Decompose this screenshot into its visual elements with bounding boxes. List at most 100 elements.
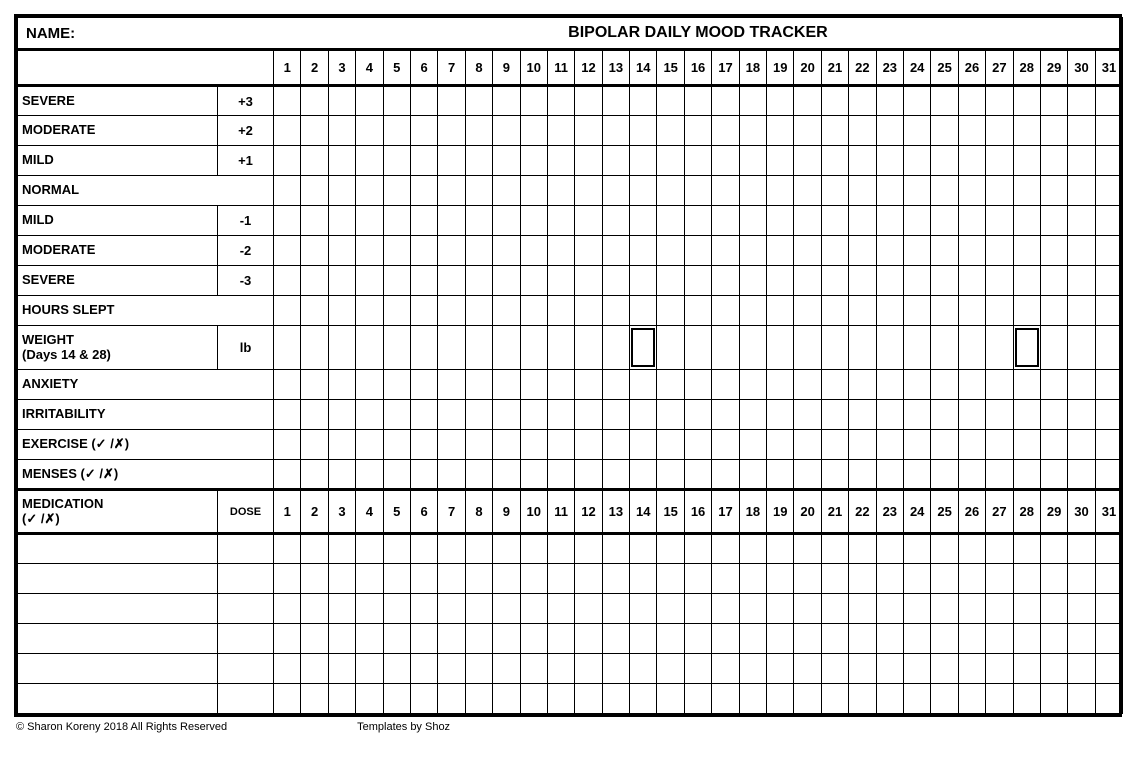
- medication-day-cell[interactable]: [1040, 654, 1067, 684]
- tracking-cell[interactable]: [547, 460, 574, 490]
- medication-dose-cell[interactable]: [218, 594, 274, 624]
- tracking-cell[interactable]: [876, 400, 903, 430]
- medication-day-cell[interactable]: [904, 624, 931, 654]
- tracking-cell[interactable]: [301, 400, 328, 430]
- tracking-cell[interactable]: [328, 296, 355, 326]
- medication-day-cell[interactable]: [520, 684, 547, 714]
- tracking-cell[interactable]: [1013, 460, 1040, 490]
- tracking-cell[interactable]: [657, 430, 684, 460]
- mood-cell[interactable]: [767, 116, 794, 146]
- mood-cell[interactable]: [410, 236, 437, 266]
- tracking-cell[interactable]: [493, 460, 520, 490]
- medication-day-cell[interactable]: [328, 594, 355, 624]
- medication-day-cell[interactable]: [602, 594, 629, 624]
- mood-cell[interactable]: [821, 236, 848, 266]
- medication-day-cell[interactable]: [465, 654, 492, 684]
- tracking-cell[interactable]: [1013, 326, 1040, 370]
- mood-cell[interactable]: [821, 176, 848, 206]
- medication-day-cell[interactable]: [821, 564, 848, 594]
- mood-cell[interactable]: [493, 86, 520, 116]
- medication-day-cell[interactable]: [904, 684, 931, 714]
- mood-cell[interactable]: [1068, 206, 1095, 236]
- medication-day-cell[interactable]: [904, 534, 931, 564]
- tracking-cell[interactable]: [575, 296, 602, 326]
- medication-day-cell[interactable]: [547, 534, 574, 564]
- medication-day-cell[interactable]: [438, 684, 465, 714]
- mood-cell[interactable]: [465, 146, 492, 176]
- mood-cell[interactable]: [821, 206, 848, 236]
- tracking-cell[interactable]: [438, 400, 465, 430]
- tracking-cell[interactable]: [356, 296, 383, 326]
- medication-day-cell[interactable]: [328, 624, 355, 654]
- tracking-cell[interactable]: [575, 430, 602, 460]
- tracking-cell[interactable]: [712, 296, 739, 326]
- mood-cell[interactable]: [931, 236, 958, 266]
- mood-cell[interactable]: [328, 86, 355, 116]
- mood-cell[interactable]: [1040, 116, 1067, 146]
- mood-cell[interactable]: [520, 86, 547, 116]
- tracking-cell[interactable]: [794, 296, 821, 326]
- tracking-cell[interactable]: [684, 296, 711, 326]
- tracking-cell[interactable]: [849, 460, 876, 490]
- medication-day-cell[interactable]: [821, 534, 848, 564]
- mood-cell[interactable]: [712, 176, 739, 206]
- medication-day-cell[interactable]: [1095, 654, 1123, 684]
- tracking-cell[interactable]: [1068, 296, 1095, 326]
- medication-day-cell[interactable]: [739, 564, 766, 594]
- tracking-cell[interactable]: [410, 326, 437, 370]
- mood-cell[interactable]: [712, 86, 739, 116]
- mood-cell[interactable]: [849, 206, 876, 236]
- medication-day-cell[interactable]: [739, 624, 766, 654]
- medication-day-cell[interactable]: [904, 654, 931, 684]
- mood-cell[interactable]: [602, 116, 629, 146]
- medication-day-cell[interactable]: [274, 684, 301, 714]
- medication-day-cell[interactable]: [904, 564, 931, 594]
- medication-day-cell[interactable]: [1068, 564, 1095, 594]
- medication-day-cell[interactable]: [876, 684, 903, 714]
- medication-day-cell[interactable]: [301, 624, 328, 654]
- mood-cell[interactable]: [1068, 266, 1095, 296]
- mood-cell[interactable]: [712, 146, 739, 176]
- medication-day-cell[interactable]: [383, 564, 410, 594]
- mood-cell[interactable]: [849, 266, 876, 296]
- tracking-cell[interactable]: [931, 460, 958, 490]
- medication-day-cell[interactable]: [657, 684, 684, 714]
- medication-name-cell[interactable]: [18, 564, 218, 594]
- mood-cell[interactable]: [356, 86, 383, 116]
- mood-cell[interactable]: [1013, 266, 1040, 296]
- medication-day-cell[interactable]: [328, 654, 355, 684]
- mood-cell[interactable]: [602, 206, 629, 236]
- tracking-cell[interactable]: [630, 430, 657, 460]
- mood-cell[interactable]: [931, 206, 958, 236]
- medication-day-cell[interactable]: [547, 654, 574, 684]
- medication-day-cell[interactable]: [986, 594, 1013, 624]
- tracking-cell[interactable]: [794, 326, 821, 370]
- mood-cell[interactable]: [1013, 206, 1040, 236]
- medication-day-cell[interactable]: [575, 654, 602, 684]
- tracking-cell[interactable]: [1040, 326, 1067, 370]
- tracking-cell[interactable]: [712, 370, 739, 400]
- medication-day-cell[interactable]: [493, 654, 520, 684]
- tracking-cell[interactable]: [301, 460, 328, 490]
- mood-cell[interactable]: [958, 116, 985, 146]
- mood-cell[interactable]: [1068, 236, 1095, 266]
- mood-cell[interactable]: [328, 176, 355, 206]
- medication-day-cell[interactable]: [547, 684, 574, 714]
- tracking-cell[interactable]: [493, 370, 520, 400]
- medication-day-cell[interactable]: [931, 564, 958, 594]
- mood-cell[interactable]: [931, 116, 958, 146]
- mood-cell[interactable]: [849, 176, 876, 206]
- medication-day-cell[interactable]: [465, 684, 492, 714]
- tracking-cell[interactable]: [630, 460, 657, 490]
- medication-day-cell[interactable]: [493, 564, 520, 594]
- medication-day-cell[interactable]: [739, 684, 766, 714]
- mood-cell[interactable]: [1013, 116, 1040, 146]
- mood-cell[interactable]: [986, 236, 1013, 266]
- mood-cell[interactable]: [547, 266, 574, 296]
- medication-day-cell[interactable]: [410, 624, 437, 654]
- medication-dose-cell[interactable]: [218, 624, 274, 654]
- mood-cell[interactable]: [328, 266, 355, 296]
- tracking-cell[interactable]: [520, 370, 547, 400]
- medication-day-cell[interactable]: [328, 564, 355, 594]
- mood-cell[interactable]: [274, 176, 301, 206]
